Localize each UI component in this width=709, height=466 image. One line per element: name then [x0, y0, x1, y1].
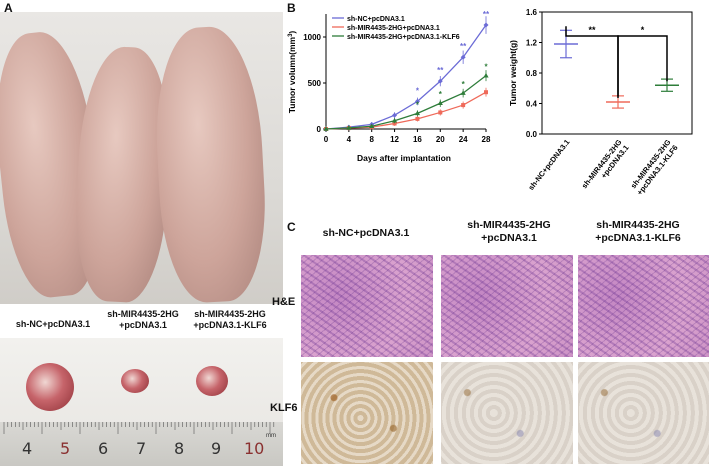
ruler-number-5: 5 [60, 439, 71, 458]
ruler-number-10: 10 [244, 439, 265, 458]
weight-category-label: sh-MIR4435-2HG+pcDNA3.1-KLF6 [628, 138, 680, 197]
volume-point [484, 90, 488, 95]
volume-point [460, 54, 466, 60]
mouse-3 [150, 24, 271, 304]
ihc-col-head-3: sh-MIR4435-2HG +pcDNA3.1-KLF6 [595, 219, 681, 244]
group-label-2: sh-MIR4435-2HG +pcDNA3.1 [107, 309, 179, 330]
volume-point [414, 98, 420, 104]
panel-a-label: A [4, 1, 13, 15]
volume-series-line [325, 75, 487, 130]
volume-point [438, 110, 443, 115]
volume-significance-mark: * [484, 63, 488, 72]
volume-legend-label: sh-MIR4435-2HG+pcDNA3.1-KLF6 [347, 34, 460, 41]
weight-y-tick-label: 1.6 [526, 8, 538, 17]
weight-y-label: Tumor weight(g) [508, 40, 518, 106]
volume-x-label: Days after implantation [357, 153, 451, 163]
volume-x-tick-label: 24 [459, 135, 468, 144]
panel-c-label: C [287, 220, 296, 234]
weight-y-tick-label: 0.8 [526, 69, 538, 78]
volume-x-tick-label: 12 [390, 135, 399, 144]
tumor-weight-chart: 0.00.40.81.21.6 ** * sh-NC+pcDNA3.1 sh-MIR… [508, 8, 693, 197]
volume-significance-mark: ** [483, 10, 490, 19]
ihc-col-head-2: sh-MIR4435-2HG +pcDNA3.1 [467, 219, 551, 244]
volume-significance-mark: ** [460, 42, 467, 51]
weight-significance-mark: * [641, 25, 645, 35]
volume-significance-mark: * [439, 90, 443, 99]
volume-x-tick-label: 16 [413, 135, 422, 144]
volume-legend-label: sh-MIR4435-2HG+pcDNA3.1 [347, 25, 440, 32]
volume-point [391, 117, 398, 123]
volume-point [392, 112, 398, 118]
klf6-ihc-image-klf6 [578, 362, 709, 464]
ruler [0, 422, 283, 466]
volume-point [461, 103, 466, 108]
volume-x-tick-label: 20 [436, 135, 445, 144]
ruler-unit: mm [266, 433, 276, 439]
volume-x-tick-label: 4 [347, 135, 352, 144]
tumor-1 [26, 363, 74, 411]
he-image-mir [441, 255, 573, 357]
volume-significance-mark: * [462, 80, 466, 89]
volume-significance-mark: * [416, 100, 420, 109]
volume-point [392, 121, 397, 126]
volume-series-line [325, 91, 487, 130]
tumor-2 [121, 369, 149, 393]
weight-category-label: sh-NC+pcDNA3.1 [526, 138, 571, 192]
weight-significance-mark: ** [588, 25, 596, 35]
weight-significance-bracket [617, 35, 668, 97]
weight-category-label: sh-MIR4435-2HG+pcDNA3.1 [580, 138, 631, 196]
group-label-1: sh-NC+pcDNA3.1 [15, 319, 91, 329]
ruler-number-4: 4 [22, 439, 33, 458]
group-label-3: sh-MIR4435-2HG +pcDNA3.1-KLF6 [193, 309, 267, 330]
klf6-ihc-image-mir [441, 362, 573, 464]
volume-y-tick-label: 500 [308, 79, 322, 88]
ihc-row-head-klf6: KLF6 [270, 402, 298, 414]
mice-photo [0, 12, 283, 304]
volume-series-line [325, 24, 487, 130]
volume-point [346, 125, 352, 130]
ruler-number-6: 6 [98, 439, 109, 458]
volume-point [437, 78, 443, 84]
he-image-klf6 [578, 255, 709, 357]
volume-y-tick-label: 0 [317, 125, 322, 134]
volume-point [369, 123, 375, 129]
ruler-number-9: 9 [211, 439, 222, 458]
ruler-ticks [3, 422, 275, 434]
volume-y-label: Tumor volumn(mm3) [287, 31, 297, 114]
volume-point [460, 90, 466, 95]
volume-significance-mark: * [416, 86, 420, 95]
volume-point [415, 116, 420, 121]
ihc-row-head-he: H&E [272, 296, 296, 308]
tumor-3 [196, 366, 228, 396]
volume-legend-label: sh-NC+pcDNA3.1 [347, 16, 405, 23]
weight-category-label-line: sh-NC+pcDNA3.1 [526, 138, 571, 192]
volume-point [414, 110, 421, 116]
ruler-number-7: 7 [136, 439, 147, 458]
he-image-nc [301, 255, 433, 357]
volume-point [483, 72, 489, 78]
weight-y-tick-label: 0.0 [526, 130, 538, 139]
weight-y-tick-label: 0.4 [526, 100, 538, 109]
volume-significance-mark: ** [437, 66, 444, 75]
volume-x-tick-label: 8 [369, 135, 374, 144]
ihc-col-head-1: sh-NC+pcDNA3.1 [322, 227, 410, 239]
volume-y-tick-label: 1000 [303, 33, 321, 42]
volume-x-tick-label: 28 [482, 135, 491, 144]
klf6-ihc-image-nc [301, 362, 433, 464]
volume-point [323, 126, 329, 131]
weight-significance-bracket [565, 26, 619, 98]
volume-x-tick-label: 0 [324, 135, 329, 144]
panel-b-label: B [287, 1, 296, 15]
weight-y-tick-label: 1.2 [526, 39, 538, 48]
volume-point [437, 100, 443, 106]
ruler-number-8: 8 [174, 439, 185, 458]
volume-point [483, 22, 489, 28]
